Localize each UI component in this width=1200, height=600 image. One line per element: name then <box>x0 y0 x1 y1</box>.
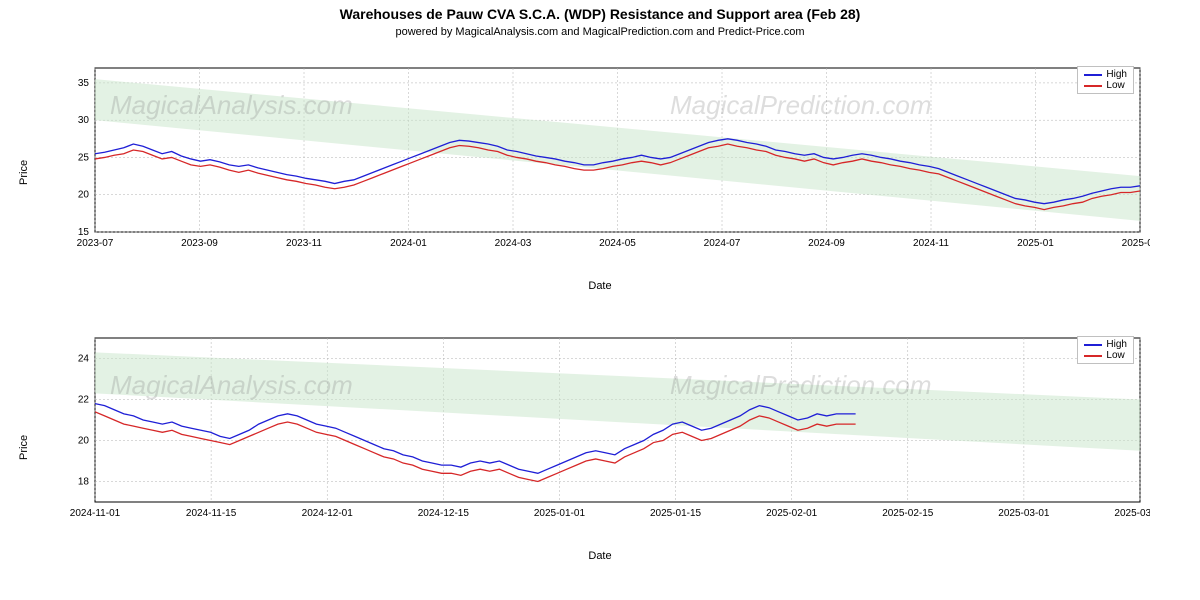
svg-text:2024-11-01: 2024-11-01 <box>70 508 121 519</box>
svg-text:15: 15 <box>78 227 90 238</box>
svg-text:2023-09: 2023-09 <box>181 238 218 249</box>
svg-text:20: 20 <box>78 190 90 201</box>
ylabel-top: Price <box>18 160 30 185</box>
chart-top-svg: 15 20 25 30 35 2023-07 2023-09 2023-11 2024-01 20… <box>50 60 1150 260</box>
svg-text:2024-12-15: 2024-12-15 <box>418 508 470 519</box>
legend-row-low-b: Low <box>1084 350 1127 361</box>
legend-bottom: High Low <box>1077 336 1134 364</box>
svg-text:2024-03: 2024-03 <box>495 238 532 249</box>
svg-text:20: 20 <box>78 436 90 447</box>
legend-line-low-icon <box>1084 85 1102 87</box>
svg-text:2025-01-01: 2025-01-01 <box>534 508 586 519</box>
svg-text:18: 18 <box>78 477 90 488</box>
svg-text:2025-03-01: 2025-03-01 <box>998 508 1050 519</box>
legend-top: High Low <box>1077 66 1134 94</box>
svg-text:2024-09: 2024-09 <box>808 238 845 249</box>
svg-text:24: 24 <box>78 354 90 365</box>
svg-text:2025-01: 2025-01 <box>1017 238 1054 249</box>
svg-text:2025-03-15: 2025-03-15 <box>1114 508 1150 519</box>
svg-text:2023-07: 2023-07 <box>77 238 114 249</box>
svg-text:2024-01: 2024-01 <box>390 238 427 249</box>
svg-text:35: 35 <box>78 78 90 89</box>
legend-label-low: Low <box>1106 80 1124 91</box>
legend-line-high-icon <box>1084 74 1102 76</box>
xlabel-top: Date <box>50 280 1150 292</box>
svg-text:2024-05: 2024-05 <box>599 238 636 249</box>
chart-title: Warehouses de Pauw CVA S.C.A. (WDP) Resi… <box>0 0 1200 22</box>
svg-text:25: 25 <box>78 152 90 163</box>
legend-row-high-b: High <box>1084 339 1127 350</box>
chart-top-panel: 15 20 25 30 35 2023-07 2023-09 2023-11 2024-01 20… <box>50 60 1150 260</box>
legend-row-low: Low <box>1084 80 1127 91</box>
svg-text:2024-07: 2024-07 <box>704 238 741 249</box>
svg-text:2025-02-15: 2025-02-15 <box>882 508 934 519</box>
legend-row-high: High <box>1084 69 1127 80</box>
svg-text:30: 30 <box>78 115 90 126</box>
svg-text:2025-03: 2025-03 <box>1122 238 1150 249</box>
svg-text:22: 22 <box>78 395 90 406</box>
svg-text:2025-02-01: 2025-02-01 <box>766 508 818 519</box>
svg-text:2024-11-15: 2024-11-15 <box>186 508 237 519</box>
ylabel-bottom: Price <box>18 435 30 460</box>
svg-text:2023-11: 2023-11 <box>286 238 322 249</box>
chart-bottom-panel: 18 20 22 24 2024-11-01 2024-11-15 2024-12-01 20… <box>50 330 1150 530</box>
legend-label-high-b: High <box>1106 339 1127 350</box>
legend-label-low-b: Low <box>1106 350 1124 361</box>
svg-text:2024-11: 2024-11 <box>913 238 949 249</box>
legend-label-high: High <box>1106 69 1127 80</box>
chart-subtitle: powered by MagicalAnalysis.com and Magic… <box>0 22 1200 38</box>
legend-line-low-icon <box>1084 355 1102 357</box>
xlabel-bottom: Date <box>50 550 1150 562</box>
svg-text:2025-01-15: 2025-01-15 <box>650 508 702 519</box>
legend-line-high-icon <box>1084 344 1102 346</box>
svg-text:2024-12-01: 2024-12-01 <box>302 508 354 519</box>
chart-bottom-svg: 18 20 22 24 2024-11-01 2024-11-15 2024-12-01 20… <box>50 330 1150 530</box>
